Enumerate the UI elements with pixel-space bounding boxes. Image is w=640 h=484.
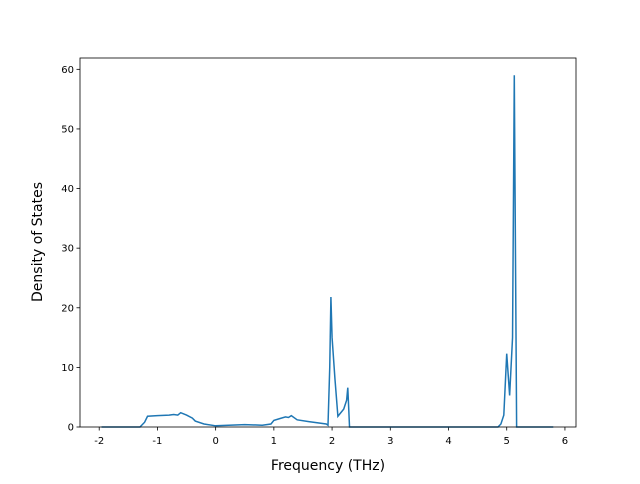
x-tick-label: 1 — [271, 436, 277, 447]
y-tick-label: 50 — [61, 124, 74, 135]
x-tick-label: 0 — [212, 436, 218, 447]
x-tick-label: 3 — [387, 436, 393, 447]
y-tick-label: 40 — [61, 184, 74, 195]
x-axis-label: Frequency (THz) — [271, 458, 385, 474]
y-axis-label: Density of States — [30, 182, 46, 302]
x-tick-label: 4 — [445, 436, 451, 447]
y-tick-label: 10 — [61, 363, 74, 374]
x-tick-label: 6 — [562, 436, 568, 447]
y-tick-label: 20 — [61, 303, 74, 314]
y-tick-label: 30 — [61, 244, 74, 255]
y-tick-label: 60 — [61, 65, 74, 76]
x-tick-label: 2 — [329, 436, 335, 447]
x-tick-label: 5 — [504, 436, 510, 447]
x-tick-label: -2 — [94, 436, 104, 447]
x-tick-label: -1 — [152, 436, 162, 447]
y-tick-label: 0 — [68, 423, 74, 434]
axes-frame — [79, 57, 577, 428]
line-series — [101, 75, 554, 428]
